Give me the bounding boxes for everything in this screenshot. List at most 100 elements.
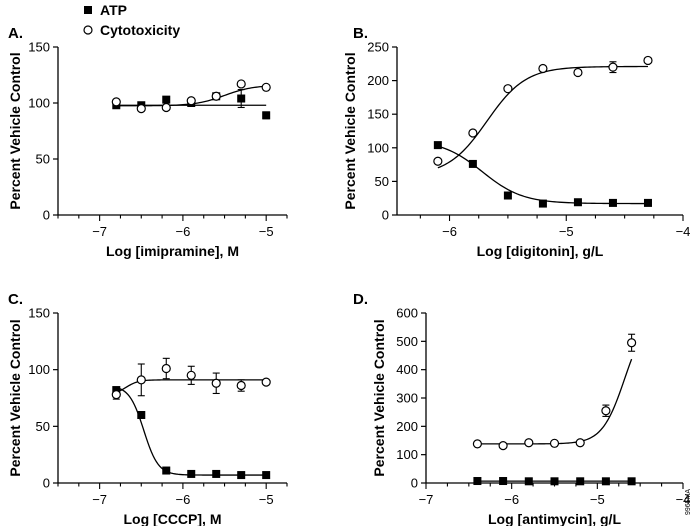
x-tick-label: −6 <box>175 492 190 507</box>
data-point <box>161 363 171 374</box>
data-point <box>212 469 221 478</box>
data-point <box>186 370 196 380</box>
y-axis-title: Percent Vehicle Control <box>371 319 387 476</box>
legend-marker-cytotoxicity <box>83 25 93 35</box>
data-point <box>473 477 482 486</box>
data-point <box>608 198 617 207</box>
y-tick-label: 200 <box>396 419 418 434</box>
data-point <box>503 84 513 94</box>
series-atp <box>112 386 271 480</box>
data-point <box>626 338 637 348</box>
x-axis-title: Log [CCCP], M <box>124 511 222 526</box>
data-point <box>261 377 271 387</box>
x-axis-title: Log [imipramine], M <box>106 243 239 259</box>
legend-marker-atp <box>84 6 92 14</box>
data-point <box>187 469 196 478</box>
fit-curve <box>437 65 648 169</box>
series-atp <box>433 141 652 208</box>
y-tick-label: 500 <box>396 334 418 349</box>
data-point <box>186 96 196 106</box>
data-point <box>538 63 548 74</box>
data-point <box>524 438 534 448</box>
y-tick-label: 300 <box>396 391 418 406</box>
data-point <box>237 471 246 480</box>
data-point <box>236 79 246 89</box>
y-tick-label: 100 <box>28 362 50 377</box>
y-tick-label: 150 <box>28 40 50 55</box>
data-point <box>575 438 585 448</box>
series-atp <box>473 477 636 486</box>
y-tick-label: 150 <box>367 107 389 122</box>
data-point <box>237 94 246 103</box>
chart-panel-a: A. 0 50 100 150 −7 −6 −5 Log [imipramine], M Perc… <box>7 25 288 259</box>
data-point <box>608 62 618 72</box>
data-point <box>468 128 478 138</box>
y-tick-label: 0 <box>382 208 389 223</box>
data-point <box>576 477 585 486</box>
data-point <box>236 380 246 391</box>
data-point <box>549 438 560 448</box>
chart-panel-b: B. 0 50 100 150 200 250 −6 −5 −4 Log [digitonin], … <box>342 25 690 259</box>
data-point <box>261 82 271 92</box>
x-axis-title: Log [digitonin], g/L <box>477 243 604 259</box>
data-point <box>498 441 508 451</box>
x-tick-label: −7 <box>92 492 107 507</box>
x-tick-label: −7 <box>419 492 434 507</box>
series-cytotoxicity <box>111 79 271 114</box>
y-tick-label: 100 <box>396 447 418 462</box>
panel-letter: D. <box>353 291 368 308</box>
y-tick-label: 100 <box>28 96 50 111</box>
fit-curve <box>116 386 267 476</box>
chart-panels: A. 0 50 100 150 −7 −6 −5 Log [imipramine], M Perc… <box>7 25 690 526</box>
data-point <box>111 390 121 400</box>
data-point <box>627 477 636 486</box>
data-point <box>601 477 610 486</box>
x-tick-label: −7 <box>92 224 107 239</box>
chart-panel-c: C. 0 50 100 150 −7 −6 −5 Log [CCCP], M Percent Ve… <box>7 291 288 526</box>
data-point <box>524 477 533 486</box>
y-axis-title: Percent Vehicle Control <box>7 319 23 476</box>
data-point <box>503 191 512 200</box>
x-tick-label: −4 <box>676 224 691 239</box>
y-tick-label: 0 <box>43 208 50 223</box>
x-tick-label: −6 <box>504 492 519 507</box>
y-tick-label: 400 <box>396 362 418 377</box>
data-point <box>136 103 146 114</box>
legend: ATP Cytotoxicity <box>83 2 180 38</box>
x-tick-label: −4 <box>676 492 691 507</box>
y-tick-label: 50 <box>36 419 50 434</box>
series-cytotoxicity <box>433 55 653 169</box>
x-tick-label: −6 <box>442 224 457 239</box>
y-axis-title: Percent Vehicle Control <box>7 52 23 209</box>
data-point <box>433 156 443 166</box>
data-point <box>262 111 271 120</box>
y-tick-label: 150 <box>28 306 50 321</box>
data-point <box>538 199 547 208</box>
x-axis-title: Log [antimycin], g/L <box>488 511 621 526</box>
x-tick-label: −5 <box>259 492 274 507</box>
data-point <box>262 471 271 480</box>
x-tick-label: −5 <box>259 224 274 239</box>
y-tick-label: 600 <box>396 306 418 321</box>
y-tick-label: 50 <box>36 152 50 167</box>
data-point <box>573 67 583 78</box>
legend-label-atp: ATP <box>100 2 127 18</box>
x-tick-label: −6 <box>175 224 190 239</box>
y-tick-label: 50 <box>375 174 389 189</box>
fit-curve <box>477 358 633 445</box>
y-axis-title: Percent Vehicle Control <box>342 52 358 209</box>
figure-code: 9965MA <box>685 489 692 515</box>
data-point <box>161 102 171 113</box>
data-point <box>573 198 582 207</box>
y-tick-label: 100 <box>367 140 389 155</box>
legend-label-cytotoxicity: Cytotoxicity <box>100 22 180 38</box>
panel-letter: C. <box>8 291 23 308</box>
data-point <box>433 141 442 150</box>
y-tick-label: 200 <box>367 73 389 88</box>
data-point <box>162 95 171 104</box>
series-cytotoxicity <box>111 357 271 400</box>
data-point <box>136 375 146 385</box>
panel-letter: B. <box>353 25 368 42</box>
data-point <box>468 159 477 168</box>
